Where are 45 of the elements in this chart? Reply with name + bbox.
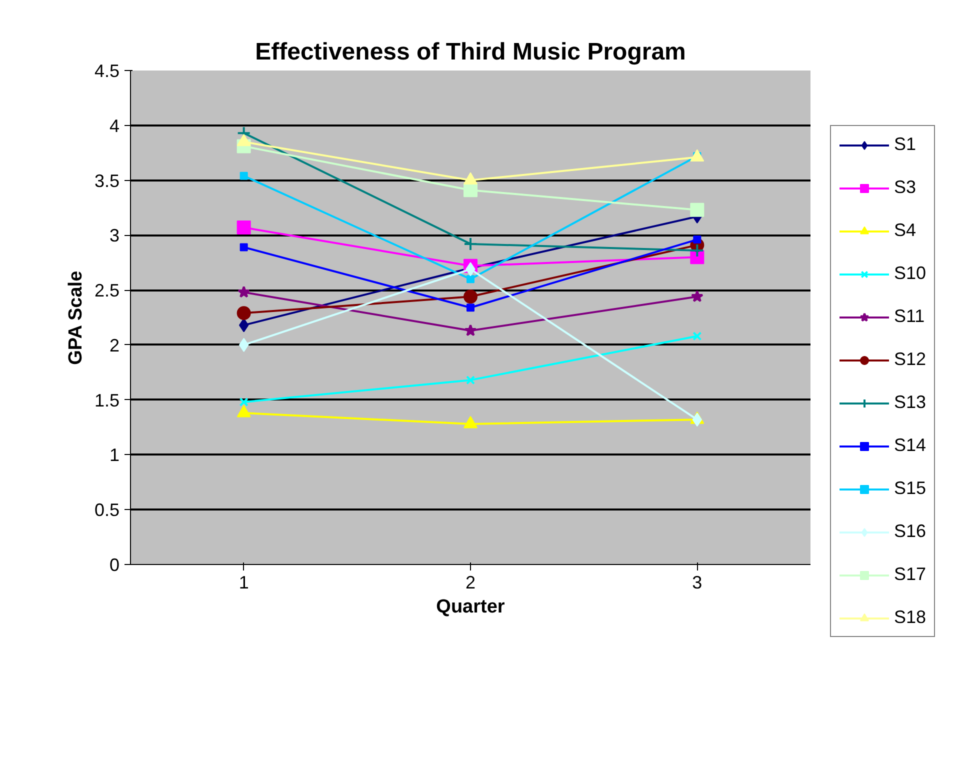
point bbox=[692, 332, 702, 341]
point bbox=[693, 236, 702, 244]
x-tick-label: 3 bbox=[692, 572, 702, 592]
y-tick-label: 0 bbox=[109, 555, 120, 575]
legend-label: S12 bbox=[894, 349, 926, 370]
point bbox=[240, 243, 248, 252]
y-tick-label: 3 bbox=[109, 226, 120, 246]
legend-label: S15 bbox=[894, 478, 926, 499]
y-tick-label: 2 bbox=[109, 335, 120, 356]
point bbox=[464, 324, 477, 336]
point bbox=[238, 286, 250, 298]
point bbox=[466, 304, 474, 312]
point bbox=[239, 397, 248, 407]
x-tick-label: 1 bbox=[238, 572, 249, 592]
x-tick-label: 2 bbox=[465, 572, 476, 592]
legend-label: S17 bbox=[894, 564, 926, 585]
legend-label: S18 bbox=[894, 607, 926, 628]
y-tick-label: 4 bbox=[109, 116, 120, 136]
legend-label: S3 bbox=[894, 177, 916, 198]
chart-title: Effectiveness of Third Music Program bbox=[255, 38, 686, 66]
point bbox=[464, 236, 478, 251]
point bbox=[464, 290, 478, 304]
point bbox=[466, 275, 474, 284]
y-tick-label: 4.5 bbox=[94, 61, 120, 81]
y-axis-title: GPA Scale bbox=[65, 270, 86, 365]
legend-label: S11 bbox=[894, 306, 925, 327]
y-tick-label: 1 bbox=[109, 445, 120, 466]
point bbox=[464, 183, 478, 198]
legend-label: S10 bbox=[894, 263, 926, 284]
legend-label: S16 bbox=[894, 521, 926, 542]
legend-label: S13 bbox=[894, 392, 926, 413]
legend-label: S4 bbox=[894, 220, 916, 241]
legend-label: S1 bbox=[894, 134, 916, 155]
y-tick-label: 3.5 bbox=[94, 170, 120, 191]
point bbox=[240, 172, 248, 180]
point bbox=[690, 290, 704, 302]
x-axis-title: Quarter bbox=[436, 596, 506, 618]
point bbox=[236, 306, 251, 320]
y-tick-label: 0.5 bbox=[94, 500, 120, 520]
y-tick-label: 2.5 bbox=[94, 280, 120, 301]
point bbox=[466, 376, 476, 385]
point bbox=[236, 220, 251, 234]
legend-label: S14 bbox=[894, 435, 926, 456]
y-tick-label: 1.5 bbox=[94, 390, 120, 410]
point bbox=[690, 244, 704, 258]
